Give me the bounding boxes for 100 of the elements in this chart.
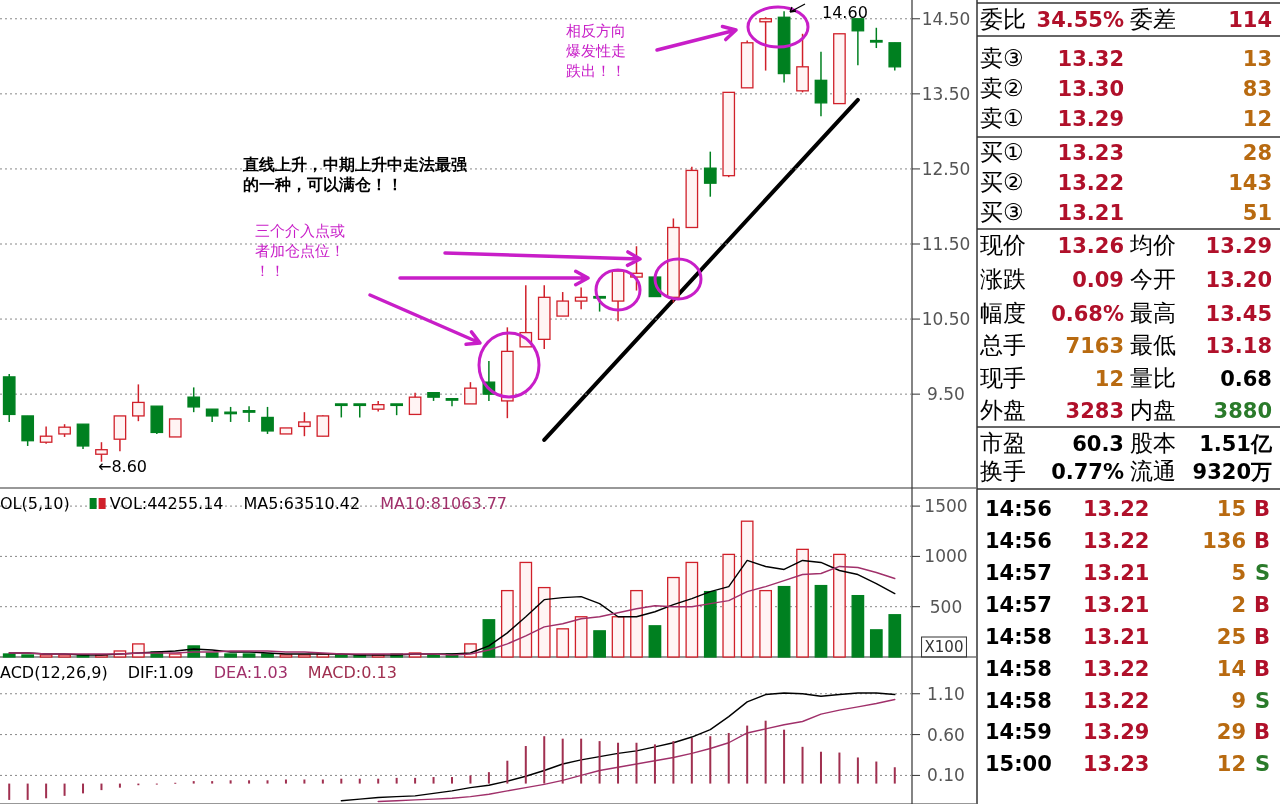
text: 内盘 (1130, 397, 1176, 423)
text: 12 (1216, 752, 1246, 776)
y-tick-label: 12.50 (921, 158, 971, 179)
y-tick-label: 11.50 (921, 234, 971, 254)
text: 13.21 (1057, 201, 1124, 225)
text: MA10:81063.77 (380, 494, 508, 513)
text: B (1253, 657, 1270, 681)
text: 136 (1202, 529, 1246, 553)
text: B (1253, 720, 1270, 744)
text: 83 (1242, 77, 1272, 101)
text: S (1254, 561, 1270, 585)
text: 13.22 (1083, 497, 1150, 521)
text: 14:57 (985, 593, 1052, 617)
text: 12 (1094, 367, 1124, 391)
text: 13 (1242, 47, 1272, 71)
text: MA5:63510.42 (243, 494, 361, 513)
text: 今开 (1130, 266, 1176, 292)
text: 0.68 (1220, 367, 1272, 391)
text: 幅度 (980, 300, 1026, 326)
text: B (1253, 625, 1270, 649)
text: 买② (980, 169, 1024, 195)
text: 0.77% (1051, 460, 1124, 484)
text: 13.32 (1057, 47, 1124, 71)
y-tick-label: 0.60 (927, 724, 965, 745)
text: 5 (1231, 561, 1246, 585)
text: 现手 (980, 365, 1026, 391)
y-tick-label: 500 (929, 596, 963, 617)
text: 买① (980, 139, 1024, 165)
text: 13.29 (1205, 234, 1272, 258)
text: 143 (1228, 171, 1272, 195)
text: 13.21 (1083, 625, 1150, 649)
text: 最高 (1130, 300, 1176, 326)
annotation: 三个介入点或者加仓点位！！！ (255, 222, 345, 280)
text: 13.30 (1057, 77, 1124, 101)
text: 2 (1231, 593, 1246, 617)
text: 14:58 (985, 657, 1052, 681)
text: 25 (1216, 625, 1246, 649)
text: 14:56 (985, 529, 1052, 553)
text: B (1253, 593, 1270, 617)
y-tick-label: 9.50 (927, 384, 965, 405)
text: S (1254, 689, 1270, 713)
chart-title: OL(5,10) (0, 494, 70, 513)
text: 9320万 (1192, 460, 1272, 484)
text: 3880 (1213, 399, 1272, 423)
chart-title: ACD(12,26,9) (0, 663, 108, 682)
text: 市盈 (980, 430, 1026, 456)
text: 14 (1216, 657, 1246, 681)
text: X100 (924, 638, 964, 656)
text: 13.21 (1083, 593, 1150, 617)
text: DIF:1.09 (127, 663, 194, 682)
text: 60.3 (1072, 432, 1124, 456)
y-tick-label: 14.50 (921, 8, 971, 29)
text: 15 (1216, 497, 1246, 521)
text: 0.09 (1072, 268, 1124, 292)
text: 股本 (1130, 430, 1176, 456)
text: 14:59 (985, 720, 1052, 744)
text: 买③ (980, 199, 1024, 225)
text: 0.68% (1051, 302, 1124, 326)
text: 3283 (1065, 399, 1124, 423)
text: 卖① (980, 105, 1024, 131)
text: 7163 (1065, 334, 1124, 358)
text: 114 (1228, 8, 1272, 32)
text: 13.22 (1083, 689, 1150, 713)
text: MACD:0.13 (307, 663, 397, 682)
text: 委差 (1130, 6, 1176, 32)
text: 委比 (980, 6, 1026, 32)
text: 13.22 (1083, 657, 1150, 681)
text: 13.22 (1057, 171, 1124, 195)
text: DEA:1.03 (213, 663, 288, 682)
text: 流通 (1130, 458, 1176, 484)
text: B (1253, 529, 1270, 553)
text: 13.23 (1083, 752, 1150, 776)
legend-label: VOL:44255.14 (109, 494, 224, 513)
text: 卖③ (980, 45, 1024, 71)
text: 14:58 (985, 689, 1052, 713)
text: 29 (1216, 720, 1246, 744)
y-tick-label: 13.50 (921, 83, 971, 104)
text: 量比 (1130, 365, 1176, 391)
text: 卖② (980, 75, 1024, 101)
text: 最低 (1130, 332, 1176, 358)
y-tick-label: 1000 (924, 546, 968, 567)
text: 总手 (979, 332, 1026, 358)
text: 14:56 (985, 497, 1052, 521)
text: 13.45 (1205, 302, 1272, 326)
text: 外盘 (980, 397, 1026, 423)
text: B (1253, 497, 1270, 521)
y-tick-label: 1.10 (927, 683, 965, 704)
y-tick-label: 10.50 (921, 309, 971, 330)
text: 13.29 (1083, 720, 1150, 744)
text: 28 (1242, 141, 1272, 165)
text: 13.23 (1057, 141, 1124, 165)
text: 13.26 (1057, 234, 1124, 258)
text: 15:00 (985, 752, 1052, 776)
text: 34.55% (1036, 8, 1124, 32)
text: 51 (1242, 201, 1272, 225)
text: 9 (1231, 689, 1246, 713)
y-tick-label: 0.10 (927, 765, 965, 786)
annotation: ←8.60 (98, 457, 148, 476)
text: 涨跌 (980, 266, 1026, 292)
text: 13.20 (1205, 268, 1272, 292)
